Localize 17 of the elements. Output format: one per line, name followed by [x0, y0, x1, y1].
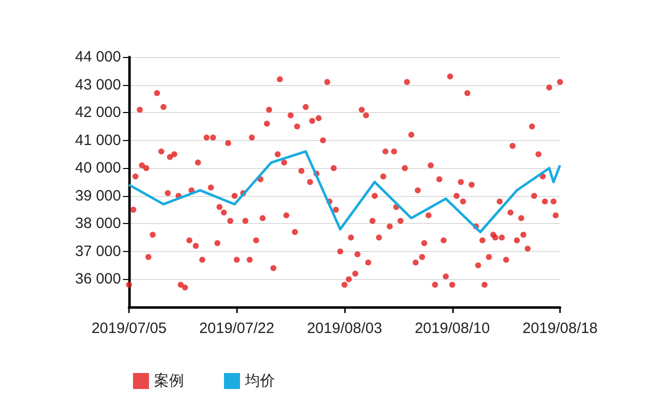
y-tick-label: 41 000 — [75, 132, 121, 149]
legend-label: 均价 — [244, 372, 275, 390]
x-tick-label: 2019/07/05 — [91, 320, 167, 337]
legend-label: 案例 — [154, 372, 184, 390]
x-tick-label: 2019/08/18 — [522, 320, 598, 337]
y-tick-label: 43 000 — [75, 76, 121, 94]
y-tick-label: 39 000 — [75, 187, 121, 204]
y-tick-label: 40 000 — [75, 160, 121, 177]
y-tick-label: 38 000 — [75, 215, 121, 232]
y-tick-label: 37 000 — [75, 242, 121, 260]
x-tick-label: 2019/07/22 — [199, 320, 274, 337]
y-tick-label: 42 000 — [75, 104, 121, 122]
x-tick-label: 2019/08/03 — [306, 320, 382, 337]
y-tick-label: 36 000 — [75, 270, 121, 288]
y-tick-label: 44 000 — [75, 48, 121, 66]
x-tick-label: 2019/08/10 — [414, 320, 490, 337]
line-series — [128, 150, 562, 234]
